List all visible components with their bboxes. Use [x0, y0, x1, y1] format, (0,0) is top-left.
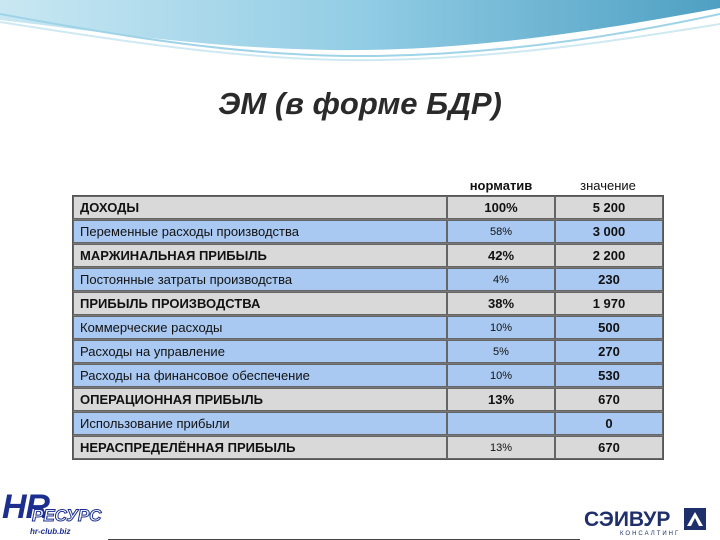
row-norm: 13%	[447, 388, 555, 411]
column-header-value: значение	[580, 178, 636, 193]
row-label: Коммерческие расходы	[73, 316, 447, 339]
page-title: ЭМ (в форме БДР)	[218, 86, 502, 121]
budget-table: ДОХОДЫ 100% 5 200 Переменные расходы про…	[72, 195, 664, 460]
row-norm: 38%	[447, 292, 555, 315]
row-norm: 5%	[447, 340, 555, 363]
row-label: Использование прибыли	[73, 412, 447, 435]
row-value: 2 200	[555, 244, 663, 267]
row-value: 530	[555, 364, 663, 387]
table-row: Использование прибыли 0	[73, 412, 663, 435]
row-norm	[447, 412, 555, 435]
row-norm: 10%	[447, 364, 555, 387]
row-value: 1 970	[555, 292, 663, 315]
hr-resurs-logo: HR РЕСУРС hr-club.biz	[2, 488, 112, 538]
logo-mark-icon	[684, 508, 706, 530]
row-value: 670	[555, 388, 663, 411]
row-label: ПРИБЫЛЬ ПРОИЗВОДСТВА	[73, 292, 447, 315]
logo-seivur-text: СЭИВУР	[584, 508, 671, 531]
table-row: ДОХОДЫ 100% 5 200	[73, 196, 663, 219]
row-norm: 10%	[447, 316, 555, 339]
row-label: ДОХОДЫ	[73, 196, 447, 219]
row-norm: 58%	[447, 220, 555, 243]
row-value: 3 000	[555, 220, 663, 243]
table-row: Коммерческие расходы 10% 500	[73, 316, 663, 339]
row-norm: 100%	[447, 196, 555, 219]
row-label: Расходы на управление	[73, 340, 447, 363]
seivur-logo: СЭИВУР КОНСАЛТИНГ	[584, 508, 720, 540]
table-row: Постоянные затраты производства 4% 230	[73, 268, 663, 291]
row-label: Расходы на финансовое обеспечение	[73, 364, 447, 387]
row-value: 230	[555, 268, 663, 291]
row-norm: 13%	[447, 436, 555, 459]
decorative-wave	[0, 0, 720, 62]
logo-consulting-text: КОНСАЛТИНГ	[620, 531, 681, 537]
row-norm: 4%	[447, 268, 555, 291]
logo-resurs-text: РЕСУРС	[31, 506, 102, 526]
logo-url-text: hr-club.biz	[30, 527, 71, 536]
row-label: МАРЖИНАЛЬНАЯ ПРИБЫЛЬ	[73, 244, 447, 267]
table-row: НЕРАСПРЕДЕЛЁННАЯ ПРИБЫЛЬ 13% 670	[73, 436, 663, 459]
table-row: Переменные расходы производства 58% 3 00…	[73, 220, 663, 243]
row-label: НЕРАСПРЕДЕЛЁННАЯ ПРИБЫЛЬ	[73, 436, 447, 459]
row-value: 270	[555, 340, 663, 363]
row-value: 5 200	[555, 196, 663, 219]
column-header-norm: норматив	[469, 178, 533, 193]
row-norm: 42%	[447, 244, 555, 267]
row-value: 500	[555, 316, 663, 339]
row-label: Переменные расходы производства	[73, 220, 447, 243]
table-row: МАРЖИНАЛЬНАЯ ПРИБЫЛЬ 42% 2 200	[73, 244, 663, 267]
row-label: ОПЕРАЦИОННАЯ ПРИБЫЛЬ	[73, 388, 447, 411]
row-value: 670	[555, 436, 663, 459]
logo-hr-text: HR	[2, 488, 50, 526]
row-value: 0	[555, 412, 663, 435]
table-row: Расходы на управление 5% 270	[73, 340, 663, 363]
table-row: Расходы на финансовое обеспечение 10% 53…	[73, 364, 663, 387]
table-row: ПРИБЫЛЬ ПРОИЗВОДСТВА 38% 1 970	[73, 292, 663, 315]
row-label: Постоянные затраты производства	[73, 268, 447, 291]
table-row: ОПЕРАЦИОННАЯ ПРИБЫЛЬ 13% 670	[73, 388, 663, 411]
